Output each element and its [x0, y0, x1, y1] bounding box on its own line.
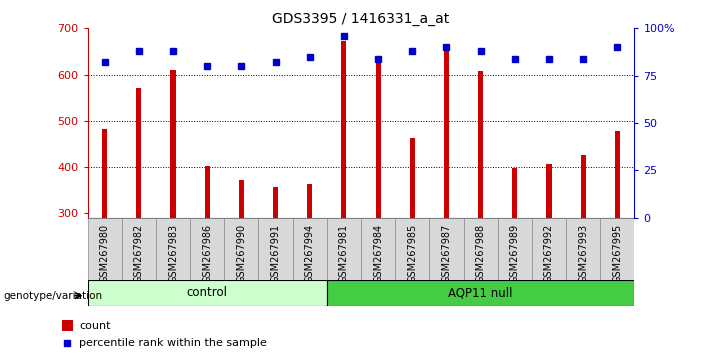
- Text: AQP11 null: AQP11 null: [449, 286, 513, 299]
- Text: GSM267992: GSM267992: [544, 224, 554, 283]
- Bar: [293, 218, 327, 280]
- Text: percentile rank within the sample: percentile rank within the sample: [79, 338, 267, 348]
- Text: GSM267987: GSM267987: [442, 224, 451, 283]
- Bar: [122, 218, 156, 280]
- Bar: [273, 187, 278, 218]
- Bar: [205, 166, 210, 218]
- Bar: [444, 49, 449, 218]
- Bar: [566, 218, 600, 280]
- Bar: [259, 218, 293, 280]
- Bar: [463, 218, 498, 280]
- Bar: [190, 218, 224, 280]
- Text: GSM267988: GSM267988: [475, 224, 486, 283]
- Text: genotype/variation: genotype/variation: [4, 291, 102, 301]
- Bar: [102, 129, 107, 218]
- Bar: [615, 131, 620, 218]
- Bar: [532, 218, 566, 280]
- Text: GSM267982: GSM267982: [134, 224, 144, 283]
- Bar: [156, 218, 190, 280]
- Bar: [429, 218, 463, 280]
- Bar: [409, 138, 415, 218]
- Text: GSM267990: GSM267990: [236, 224, 247, 283]
- Text: GSM267984: GSM267984: [373, 224, 383, 283]
- Bar: [512, 168, 517, 218]
- Bar: [224, 218, 259, 280]
- Text: GSM267993: GSM267993: [578, 224, 588, 283]
- Bar: [170, 70, 176, 218]
- Bar: [88, 218, 122, 280]
- Text: GSM267995: GSM267995: [612, 224, 622, 283]
- Bar: [546, 164, 552, 218]
- Bar: [88, 280, 327, 306]
- Text: GSM267981: GSM267981: [339, 224, 349, 283]
- Bar: [498, 218, 532, 280]
- Text: GSM267989: GSM267989: [510, 224, 520, 283]
- Bar: [327, 280, 634, 306]
- Text: count: count: [79, 321, 111, 331]
- Bar: [341, 41, 346, 218]
- Text: GSM267985: GSM267985: [407, 224, 417, 283]
- Bar: [327, 218, 361, 280]
- Text: GSM267986: GSM267986: [202, 224, 212, 283]
- Bar: [62, 320, 73, 331]
- Bar: [239, 180, 244, 218]
- Text: GSM267980: GSM267980: [100, 224, 110, 283]
- Bar: [478, 71, 483, 218]
- Text: GSM267994: GSM267994: [305, 224, 315, 283]
- Bar: [580, 155, 586, 218]
- Bar: [376, 56, 381, 218]
- Bar: [600, 218, 634, 280]
- Bar: [307, 184, 313, 218]
- Text: GSM267983: GSM267983: [168, 224, 178, 283]
- Bar: [395, 218, 429, 280]
- Bar: [136, 88, 142, 218]
- Title: GDS3395 / 1416331_a_at: GDS3395 / 1416331_a_at: [273, 12, 449, 26]
- Text: control: control: [186, 286, 228, 299]
- Text: GSM267991: GSM267991: [271, 224, 280, 283]
- Bar: [361, 218, 395, 280]
